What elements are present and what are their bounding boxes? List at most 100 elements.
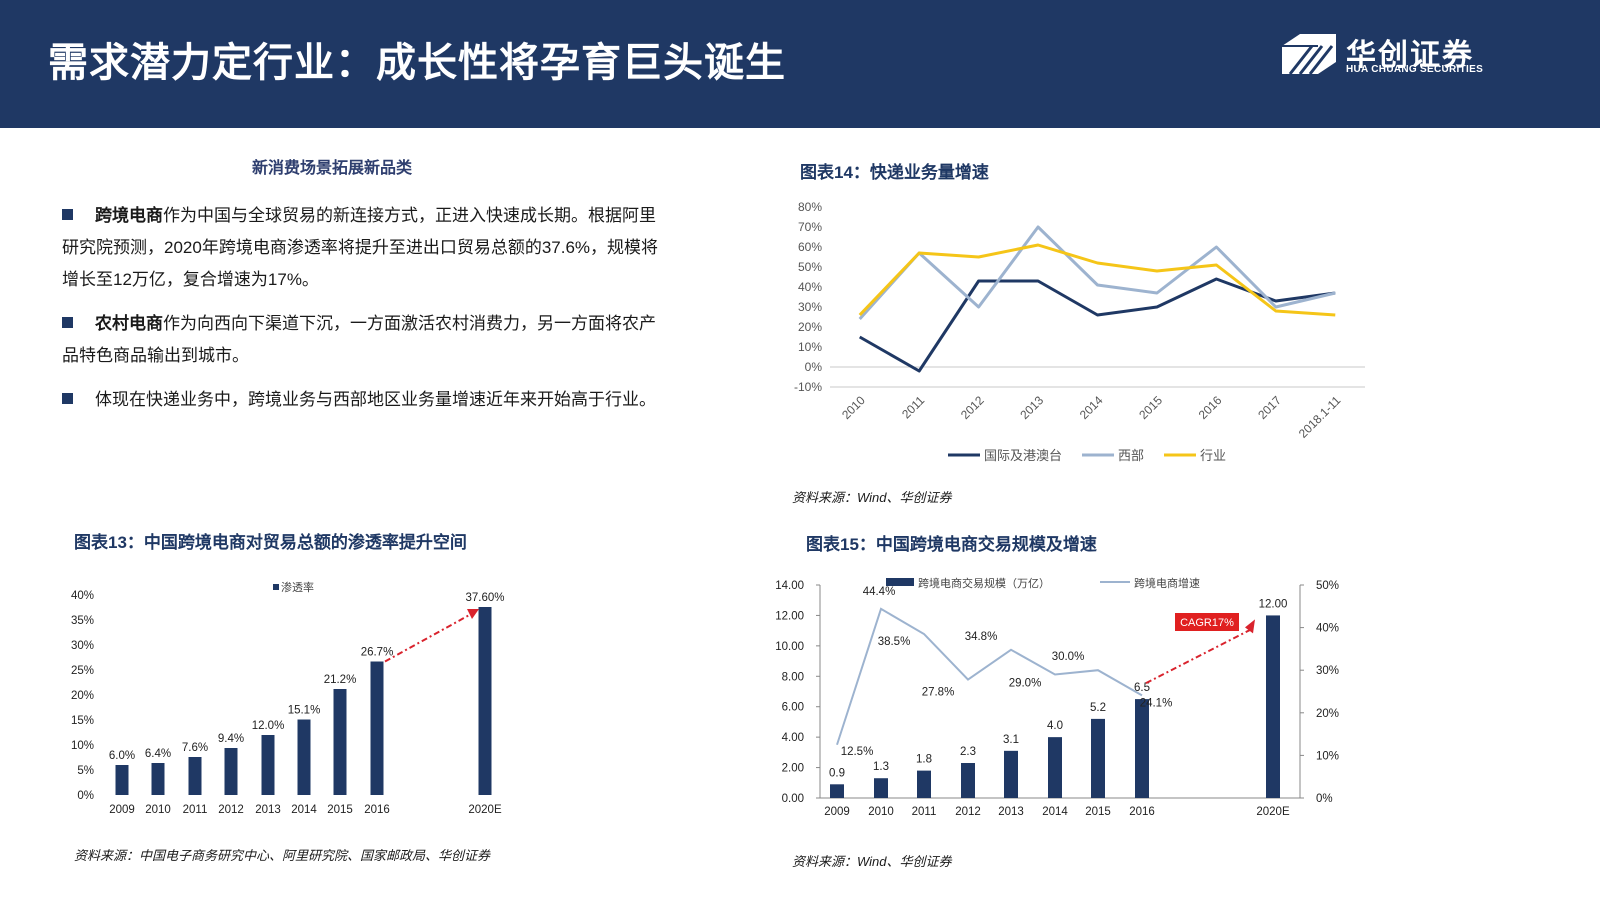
company-logo: 华创证券 HUA CHUANG SECURITIES [1282, 30, 1512, 78]
bar [333, 689, 347, 795]
y-tick-label: 50% [798, 260, 822, 274]
arrow-head-icon [1245, 619, 1255, 634]
arrow-head-icon [467, 609, 479, 619]
bar-label: 26.7% [361, 647, 394, 659]
bullet-bold: 农村电商 [95, 314, 163, 333]
bar [1048, 737, 1062, 798]
y-tick-label: 35% [71, 615, 94, 627]
bar-label: 0.9 [829, 767, 845, 779]
legend-label: 西部 [1118, 448, 1144, 463]
y-tick-label: 40% [71, 590, 94, 602]
bar-label: 2.3 [960, 746, 976, 758]
bar [1004, 750, 1018, 798]
bullet-cross-border: 跨境电商作为中国与全球贸易的新连接方式，正进入快速成长期。根据阿里研究院预测，2… [62, 200, 670, 296]
legend-swatch [886, 578, 914, 586]
chart-express-growth: -10% 0% 10% 20% 30% 40% 50% 60% 70% 80% 2010 2011 20… [794, 200, 1365, 463]
trend-arrow-line [1145, 628, 1252, 684]
series-line [858, 277, 1336, 373]
bar-label: 6.4% [145, 748, 171, 760]
bar-label: 9.4% [218, 733, 244, 745]
bar [917, 770, 931, 798]
x-tick-label: 2014 [291, 804, 317, 816]
y-tick-label: 70% [798, 220, 822, 234]
x-tick-label: 2018.1-11 [1296, 393, 1344, 441]
y-left-tick-label: 10.00 [775, 641, 804, 653]
bar [1266, 615, 1280, 798]
y-tick-label: 30% [798, 300, 822, 314]
bar-label: 7.6% [182, 742, 208, 754]
legend-swatch [273, 584, 279, 590]
bar [188, 757, 202, 795]
x-tick-label: 2016 [1129, 806, 1155, 818]
y-right-tick-label: 40% [1316, 623, 1339, 635]
bullet-text: 体现在快递业务中，跨境业务与西部地区业务量增速近年来开始高于行业。 [95, 390, 656, 409]
chart-penetration: 0% 5% 10% 15% 20% 25% 30% 35% 40% 6.0% 2009 6.4% 201… [71, 580, 505, 816]
y-left-tick-label: 4.00 [782, 732, 804, 744]
bar-label: 12.00 [1259, 598, 1288, 610]
legend-label: 行业 [1200, 448, 1226, 463]
bar-label: 15.1% [288, 705, 321, 717]
legend-label: 渗透率 [281, 580, 314, 594]
y-tick-label: 60% [798, 240, 822, 254]
line-label: 30.0% [1052, 651, 1085, 663]
x-tick-label: 2020E [468, 804, 502, 816]
x-tick-label: 2013 [255, 804, 281, 816]
trend-arrow-line [384, 612, 474, 663]
line-label: 12.5% [841, 746, 874, 758]
x-tick-label: 2012 [218, 804, 244, 816]
x-tick-label: 2011 [183, 804, 208, 816]
bar [1135, 699, 1149, 798]
x-tick-label: 2017 [1255, 393, 1284, 422]
line-label: 44.4% [863, 586, 896, 598]
bar [961, 763, 975, 798]
y-tick-label: 0% [77, 790, 94, 802]
bar-label: 5.2 [1090, 702, 1106, 714]
bullet-express: 体现在快递业务中，跨境业务与西部地区业务量增速近年来开始高于行业。 [62, 384, 670, 416]
x-tick-label: 2014 [1077, 393, 1106, 422]
x-tick-label: 2020E [1256, 806, 1290, 818]
y-left-tick-label: 0.00 [782, 793, 804, 805]
growth-line [836, 607, 1143, 746]
section-title: 新消费场景拓展新品类 [252, 160, 413, 177]
y-tick-label: 5% [77, 765, 94, 777]
y-tick-label: 40% [798, 280, 822, 294]
line-label: 38.5% [878, 636, 911, 648]
x-tick-label: 2010 [145, 804, 171, 816]
y-right-tick-label: 0% [1316, 793, 1333, 805]
y-tick-label: 0% [805, 360, 823, 374]
bar [830, 784, 844, 798]
bar-label: 4.0 [1047, 720, 1063, 732]
y-tick-label: 20% [71, 690, 94, 702]
line-label: 34.8% [965, 631, 998, 643]
cagr-badge [1175, 613, 1239, 631]
y-tick-label: 25% [71, 665, 94, 677]
bar [1091, 718, 1105, 798]
fig15-source: 资料来源：Wind、华创证券 [792, 854, 952, 869]
x-tick-label: 2012 [958, 393, 987, 422]
x-tick-label: 2011 [912, 806, 937, 818]
x-tick-label: 2015 [327, 804, 353, 816]
y-right-tick-label: 10% [1316, 750, 1339, 762]
fig14-title: 图表14：快递业务量增速 [800, 163, 989, 182]
y-right-tick-label: 30% [1316, 665, 1339, 677]
bar [151, 763, 165, 795]
bar-label: 21.2% [324, 674, 357, 686]
series-line [858, 243, 1336, 317]
x-tick-label: 2016 [1196, 393, 1225, 422]
y-tick-label: 10% [71, 740, 94, 752]
bar-label: 12.0% [252, 720, 285, 732]
bar [297, 719, 311, 795]
fig14-source: 资料来源：Wind、华创证券 [792, 490, 952, 505]
bar-label: 3.1 [1003, 734, 1019, 746]
bar-label: 6.5 [1134, 682, 1150, 694]
legend-label: 跨境电商增速 [1134, 576, 1200, 590]
y-tick-label: 20% [798, 320, 822, 334]
cagr-label: CAGR17% [1180, 617, 1234, 629]
x-tick-label: 2013 [998, 806, 1024, 818]
bar [874, 778, 888, 798]
x-tick-label: 2015 [1085, 806, 1111, 818]
bar [478, 607, 492, 795]
bar-label: 1.8 [916, 754, 932, 766]
chart-cross-border-scale: 0.00 2.00 4.00 6.00 8.00 10.00 12.00 14.00 0% 10%… [775, 576, 1339, 818]
x-tick-label: 2010 [868, 806, 894, 818]
